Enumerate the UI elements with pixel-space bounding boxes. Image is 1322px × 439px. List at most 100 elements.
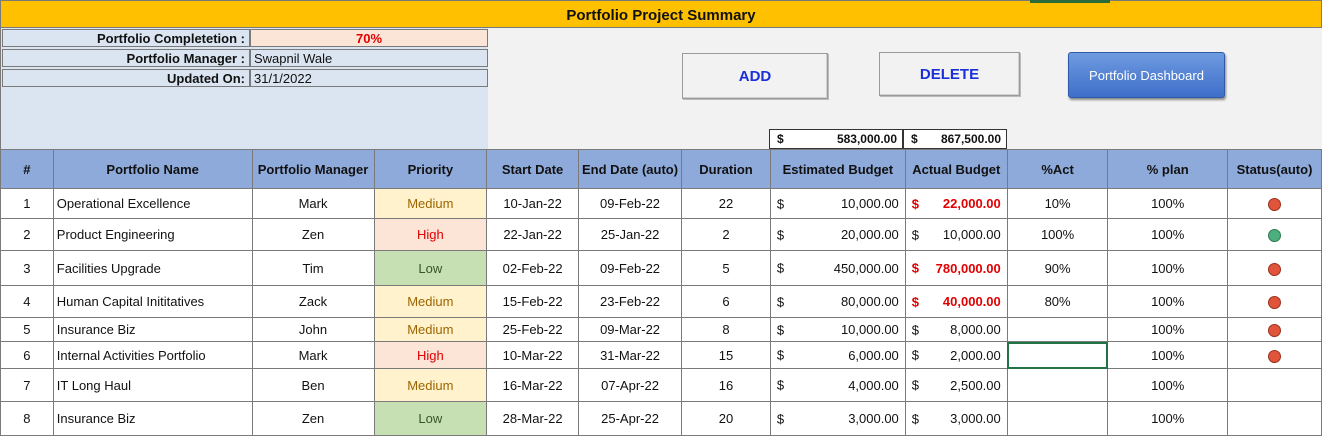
estimated-budget-cell[interactable]: $3,000.00 xyxy=(769,401,906,436)
priority-cell[interactable]: High xyxy=(373,341,488,369)
duration-cell[interactable]: 15 xyxy=(681,341,771,369)
column-header[interactable]: %Act xyxy=(1006,149,1109,189)
estimated-budget-cell[interactable]: $450,000.00 xyxy=(769,250,906,286)
duration-cell[interactable]: 16 xyxy=(681,368,771,402)
percent-actual-cell[interactable]: 90% xyxy=(1006,250,1109,286)
duration-cell[interactable]: 6 xyxy=(681,285,771,318)
estimated-budget-cell[interactable]: $6,000.00 xyxy=(769,341,906,369)
actual-budget-cell[interactable]: $8,000.00 xyxy=(904,317,1008,342)
start-date-cell[interactable]: 22-Jan-22 xyxy=(486,218,580,251)
start-date-cell[interactable]: 15-Feb-22 xyxy=(486,285,580,318)
status-cell[interactable] xyxy=(1227,401,1322,436)
duration-cell[interactable]: 8 xyxy=(681,317,771,342)
actual-budget-cell[interactable]: $40,000.00 xyxy=(904,285,1008,318)
manager-cell[interactable]: Ben xyxy=(251,368,375,402)
portfolio-name-cell[interactable]: Product Engineering xyxy=(52,218,253,251)
estimated-budget-cell[interactable]: $80,000.00 xyxy=(769,285,906,318)
completion-value[interactable]: 70% xyxy=(250,29,488,47)
priority-cell[interactable]: Medium xyxy=(373,188,488,219)
column-header[interactable]: # xyxy=(0,149,54,189)
start-date-cell[interactable]: 28-Mar-22 xyxy=(486,401,580,436)
column-header[interactable]: % plan xyxy=(1107,149,1228,189)
portfolio-name-cell[interactable]: Insurance Biz xyxy=(52,401,253,436)
column-header[interactable]: Portfolio Manager xyxy=(251,149,375,189)
row-number-cell[interactable]: 2 xyxy=(0,218,54,251)
percent-plan-cell[interactable]: 100% xyxy=(1107,341,1228,369)
column-header[interactable]: Status(auto) xyxy=(1227,149,1322,189)
status-cell[interactable] xyxy=(1227,341,1322,369)
duration-cell[interactable]: 22 xyxy=(681,188,771,219)
percent-actual-cell[interactable]: 80% xyxy=(1006,285,1109,318)
actual-budget-cell[interactable]: $2,000.00 xyxy=(904,341,1008,369)
end-date-cell[interactable]: 09-Feb-22 xyxy=(578,188,683,219)
actual-budget-cell[interactable]: $780,000.00 xyxy=(904,250,1008,286)
end-date-cell[interactable]: 07-Apr-22 xyxy=(578,368,683,402)
portfolio-name-cell[interactable]: Human Capital Inititatives xyxy=(52,285,253,318)
duration-cell[interactable]: 5 xyxy=(681,250,771,286)
percent-actual-cell[interactable]: 100% xyxy=(1006,218,1109,251)
manager-cell[interactable]: Mark xyxy=(251,341,375,369)
percent-plan-cell[interactable]: 100% xyxy=(1107,188,1228,219)
percent-plan-cell[interactable]: 100% xyxy=(1107,285,1228,318)
actual-budget-cell[interactable]: $22,000.00 xyxy=(904,188,1008,219)
portfolio-dashboard-button[interactable]: Portfolio Dashboard xyxy=(1068,52,1225,98)
percent-plan-cell[interactable]: 100% xyxy=(1107,250,1228,286)
manager-cell[interactable]: Zack xyxy=(251,285,375,318)
end-date-cell[interactable]: 23-Feb-22 xyxy=(578,285,683,318)
start-date-cell[interactable]: 02-Feb-22 xyxy=(486,250,580,286)
status-cell[interactable] xyxy=(1227,317,1322,342)
column-header[interactable]: Estimated Budget xyxy=(769,149,906,189)
manager-cell[interactable]: Zen xyxy=(251,218,375,251)
estimated-budget-cell[interactable]: $10,000.00 xyxy=(769,317,906,342)
end-date-cell[interactable]: 25-Apr-22 xyxy=(578,401,683,436)
column-header[interactable]: Portfolio Name xyxy=(52,149,253,189)
column-header[interactable]: End Date (auto) xyxy=(578,149,683,189)
percent-actual-cell[interactable] xyxy=(1006,341,1109,369)
row-number-cell[interactable]: 7 xyxy=(0,368,54,402)
column-header[interactable]: Actual Budget xyxy=(904,149,1008,189)
percent-plan-cell[interactable]: 100% xyxy=(1107,218,1228,251)
column-header[interactable]: Duration xyxy=(681,149,771,189)
add-button[interactable]: ADD xyxy=(682,53,828,99)
start-date-cell[interactable]: 16-Mar-22 xyxy=(486,368,580,402)
portfolio-name-cell[interactable]: IT Long Haul xyxy=(52,368,253,402)
row-number-cell[interactable]: 4 xyxy=(0,285,54,318)
end-date-cell[interactable]: 09-Feb-22 xyxy=(578,250,683,286)
row-number-cell[interactable]: 6 xyxy=(0,341,54,369)
actual-budget-cell[interactable]: $10,000.00 xyxy=(904,218,1008,251)
percent-actual-cell[interactable] xyxy=(1006,368,1109,402)
percent-plan-cell[interactable]: 100% xyxy=(1107,317,1228,342)
estimated-budget-cell[interactable]: $10,000.00 xyxy=(769,188,906,219)
row-number-cell[interactable]: 3 xyxy=(0,250,54,286)
status-cell[interactable] xyxy=(1227,188,1322,219)
status-cell[interactable] xyxy=(1227,250,1322,286)
status-cell[interactable] xyxy=(1227,218,1322,251)
start-date-cell[interactable]: 10-Mar-22 xyxy=(486,341,580,369)
row-number-cell[interactable]: 1 xyxy=(0,188,54,219)
row-number-cell[interactable]: 8 xyxy=(0,401,54,436)
manager-cell[interactable]: John xyxy=(251,317,375,342)
portfolio-name-cell[interactable]: Facilities Upgrade xyxy=(52,250,253,286)
percent-plan-cell[interactable]: 100% xyxy=(1107,368,1228,402)
manager-cell[interactable]: Mark xyxy=(251,188,375,219)
status-cell[interactable] xyxy=(1227,285,1322,318)
priority-cell[interactable]: Low xyxy=(373,401,488,436)
portfolio-name-cell[interactable]: Internal Activities Portfolio xyxy=(52,341,253,369)
row-number-cell[interactable]: 5 xyxy=(0,317,54,342)
manager-value[interactable]: Swapnil Wale xyxy=(250,49,488,67)
actual-budget-cell[interactable]: $3,000.00 xyxy=(904,401,1008,436)
column-header[interactable]: Start Date xyxy=(486,149,580,189)
priority-cell[interactable]: Medium xyxy=(373,285,488,318)
updated-value[interactable]: 31/1/2022 xyxy=(250,69,488,87)
percent-actual-cell[interactable] xyxy=(1006,317,1109,342)
manager-cell[interactable]: Zen xyxy=(251,401,375,436)
delete-button[interactable]: DELETE xyxy=(879,52,1020,96)
portfolio-name-cell[interactable]: Insurance Biz xyxy=(52,317,253,342)
percent-actual-cell[interactable]: 10% xyxy=(1006,188,1109,219)
priority-cell[interactable]: High xyxy=(373,218,488,251)
percent-plan-cell[interactable]: 100% xyxy=(1107,401,1228,436)
end-date-cell[interactable]: 25-Jan-22 xyxy=(578,218,683,251)
estimated-budget-cell[interactable]: $20,000.00 xyxy=(769,218,906,251)
estimated-budget-cell[interactable]: $4,000.00 xyxy=(769,368,906,402)
start-date-cell[interactable]: 10-Jan-22 xyxy=(486,188,580,219)
